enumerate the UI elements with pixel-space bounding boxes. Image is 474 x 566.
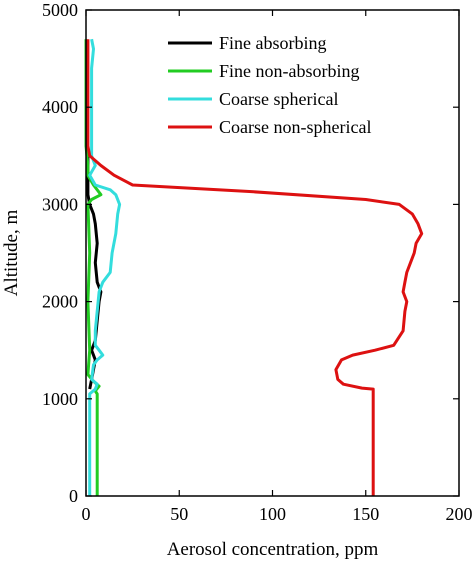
series-line-2 bbox=[84, 39, 103, 496]
y-tick-label: 4000 bbox=[42, 97, 78, 117]
y-tick-label: 1000 bbox=[42, 389, 78, 409]
y-tick-label: 3000 bbox=[42, 194, 78, 214]
x-tick-label: 100 bbox=[259, 504, 286, 524]
legend-item: Coarse spherical bbox=[168, 89, 338, 109]
x-tick-label: 200 bbox=[446, 504, 473, 524]
x-tick-label: 150 bbox=[352, 504, 379, 524]
legend-item: Fine non-absorbing bbox=[168, 61, 359, 81]
x-axis-label: Aerosol concentration, ppm bbox=[167, 539, 379, 560]
legend-item: Fine absorbing bbox=[168, 33, 327, 53]
legend-label: Fine absorbing bbox=[219, 33, 327, 53]
legend-item: Coarse non-spherical bbox=[168, 117, 371, 137]
plot-frame bbox=[85, 9, 460, 497]
legend: Fine absorbing Fine non-absorbing Coarse s… bbox=[168, 33, 371, 137]
x-tick-label: 50 bbox=[170, 504, 188, 524]
x-tick-label: 0 bbox=[82, 504, 91, 524]
y-tick-label: 0 bbox=[69, 486, 78, 506]
series-line-4 bbox=[86, 39, 424, 496]
series-line-3 bbox=[88, 38, 122, 496]
y-tick-label: 5000 bbox=[42, 0, 78, 20]
legend-label: Coarse spherical bbox=[219, 89, 338, 109]
legend-label: Coarse non-spherical bbox=[219, 117, 371, 137]
y-tick-label: 2000 bbox=[42, 292, 78, 312]
legend-label: Fine non-absorbing bbox=[219, 61, 359, 81]
y-axis-label: Altitude, m bbox=[1, 210, 22, 297]
series-layer bbox=[84, 38, 424, 496]
